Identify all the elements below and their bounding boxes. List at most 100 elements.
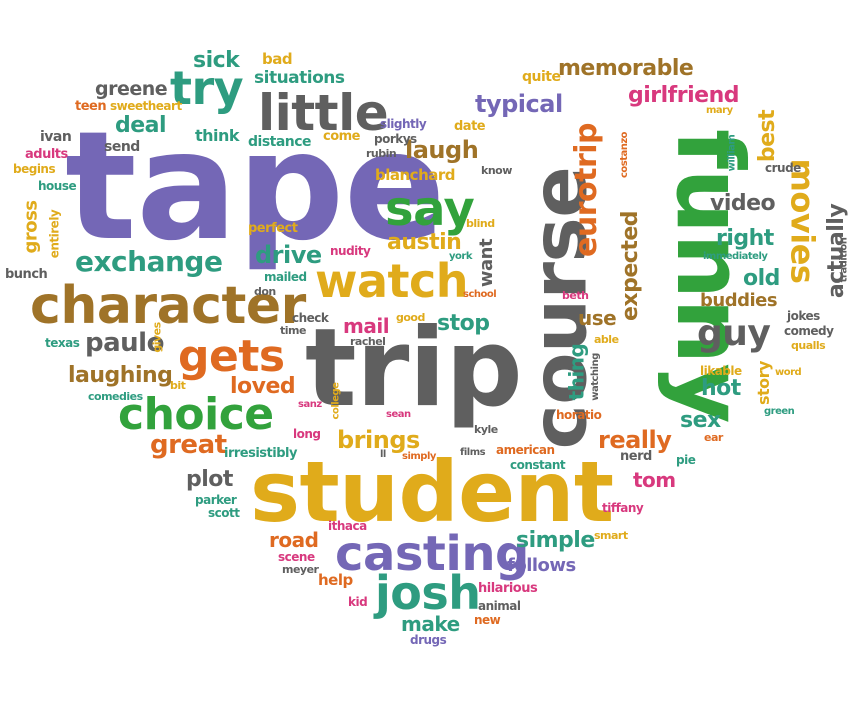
word-drive: drive — [255, 241, 322, 269]
word-horatio: horatio — [556, 408, 602, 422]
word-stop: stop — [437, 311, 490, 336]
word-animal: animal — [478, 599, 521, 613]
word-loved: loved — [230, 374, 296, 399]
word-sweetheart: sweetheart — [110, 99, 182, 113]
word-american: american — [496, 443, 555, 457]
word-porkys: porkys — [374, 132, 417, 146]
word-comedy: comedy — [784, 324, 834, 338]
word-nerd: nerd — [620, 449, 652, 464]
word-memorable: memorable — [558, 56, 694, 81]
word-gets: gets — [178, 331, 285, 382]
word-jokes: jokes — [787, 309, 820, 323]
word-student: student — [250, 443, 614, 541]
word-video: video — [710, 191, 776, 216]
word-smart: smart — [594, 529, 628, 542]
word-follows: follows — [507, 555, 576, 576]
word-guy: guy — [697, 313, 771, 354]
word-begins: begins — [13, 162, 56, 176]
word-kid: kid — [348, 595, 368, 609]
word-bit: bit — [170, 379, 186, 392]
word-typical: typical — [475, 90, 563, 118]
word-nudity: nudity — [330, 244, 371, 258]
word-story: story — [753, 361, 773, 405]
word-good: good — [396, 311, 425, 324]
word-rubin: rubin — [366, 147, 397, 160]
word-plot: plot — [186, 467, 233, 492]
word-check: check — [292, 311, 329, 325]
word-bad: bad — [262, 50, 293, 68]
word-quite: quite — [522, 69, 561, 85]
word-pie: pie — [676, 453, 696, 467]
word-think: think — [195, 126, 240, 145]
word-tradition: tradition — [838, 237, 850, 283]
word-kyle: kyle — [474, 423, 498, 436]
word-meyer: meyer — [282, 563, 319, 576]
word-girlfriend: girlfriend — [628, 83, 739, 108]
word-know: know — [481, 164, 512, 177]
word-sex: sex — [680, 408, 721, 433]
word-york: york — [449, 251, 472, 262]
word-drugs: drugs — [410, 633, 447, 647]
word-character: character — [30, 276, 306, 336]
word-films: films — [460, 447, 486, 458]
word-scene: scene — [278, 550, 315, 564]
word-costanzo: costanzo — [619, 131, 631, 179]
word-comedies: comedies — [88, 390, 143, 403]
word-eurotrip: eurotrip — [569, 122, 605, 258]
word-ll: ll — [380, 449, 386, 460]
word-situations: situations — [254, 68, 345, 88]
word-use: use — [578, 306, 617, 330]
word-gives: gives — [150, 322, 164, 353]
word-simply: simply — [402, 451, 436, 462]
word-mary: mary — [706, 105, 733, 116]
word-distance: distance — [248, 134, 312, 150]
word-little: little — [258, 84, 389, 142]
word-constant: constant — [510, 458, 566, 472]
word-old: old — [743, 266, 780, 291]
word-immediately: immediately — [703, 251, 768, 262]
word-exchange: exchange — [75, 245, 223, 278]
word-beth: beth — [562, 289, 589, 302]
word-rachel: rachel — [350, 335, 386, 348]
word-laughing: laughing — [68, 363, 173, 388]
word-watching: watching — [589, 353, 601, 401]
word-gross: gross — [20, 200, 42, 254]
word-right: right — [716, 226, 774, 251]
word-josh: josh — [375, 566, 481, 620]
word-road: road — [269, 528, 319, 552]
word-ithaca: ithaca — [328, 519, 367, 533]
word-tape: tape — [65, 100, 446, 274]
word-perfect: perfect — [248, 221, 298, 236]
word-tom: tom — [633, 468, 676, 492]
word-word: word — [775, 367, 802, 378]
word-bunch: bunch — [5, 267, 48, 282]
word-don: don — [254, 285, 276, 298]
word-likable: likable — [700, 364, 742, 378]
word-college: college — [330, 382, 342, 420]
word-able: able — [594, 333, 619, 346]
word-come: come — [323, 129, 361, 144]
word-mail: mail — [343, 314, 390, 338]
word-parker: parker — [195, 493, 237, 507]
word-send: send — [104, 139, 140, 155]
word-school: school — [463, 289, 497, 300]
word-qualls: qualls — [791, 339, 826, 352]
word-watch: watch — [315, 254, 469, 308]
word-try: try — [170, 61, 244, 115]
word-ivan: ivan — [40, 129, 72, 145]
word-entirely: entirely — [47, 209, 62, 259]
word-long: long — [293, 427, 321, 441]
word-help: help — [318, 571, 353, 589]
word-william: william — [726, 134, 738, 172]
word-make: make — [401, 612, 460, 636]
word-paulo: paulo — [85, 328, 164, 358]
word-buddies: buddies — [700, 290, 778, 311]
word-trip: trip — [305, 306, 523, 431]
word-slightly: slightly — [380, 117, 427, 131]
word-adults: adults — [25, 147, 68, 162]
word-austin: austin — [387, 230, 462, 255]
word-great: great — [150, 430, 227, 460]
word-sick: sick — [193, 48, 240, 73]
word-casting: casting — [335, 526, 529, 582]
